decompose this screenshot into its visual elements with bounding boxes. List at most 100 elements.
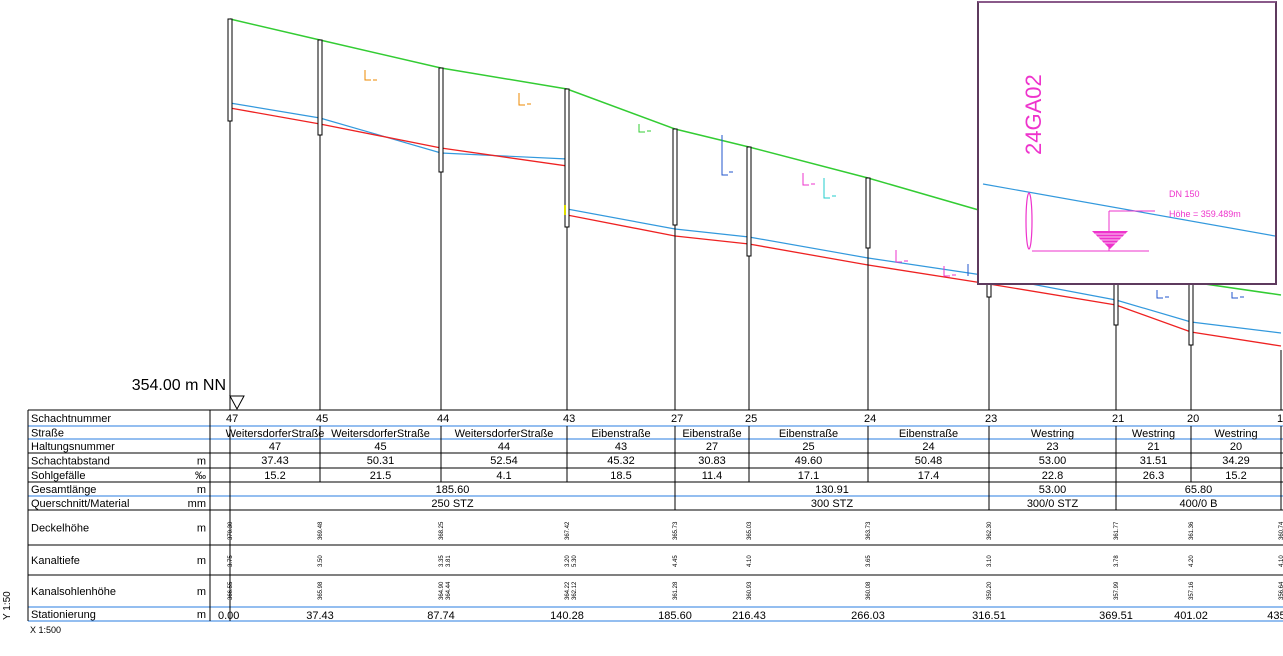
section-street: Westring xyxy=(1214,428,1257,440)
row-unit: m xyxy=(197,609,206,621)
section-gefaelle: 4.1 xyxy=(496,470,511,482)
section-street: WeitersdorferStraße xyxy=(331,428,430,440)
tiefe-value: 3.50 xyxy=(318,555,324,567)
shaft-number: 45 xyxy=(316,413,328,425)
shaft-number: 27 xyxy=(671,413,683,425)
shaft-number: 47 xyxy=(226,413,238,425)
section-haltung: 23 xyxy=(1046,441,1058,453)
deckel-value: 370.30 xyxy=(228,521,234,540)
section-haltung: 27 xyxy=(706,441,718,453)
deckel-value: 365.73 xyxy=(673,521,679,540)
deckel-value: 362.30 xyxy=(987,521,993,540)
deckel-value: 367.42 xyxy=(565,521,571,540)
sohle-value: 364.90 xyxy=(439,581,445,600)
section-abstand: 49.60 xyxy=(795,455,823,467)
section-haltung: 45 xyxy=(374,441,386,453)
invert-line xyxy=(229,107,1282,347)
tiefe-value: 3.35 xyxy=(439,555,445,567)
station-value: 401.02 xyxy=(1174,610,1208,622)
deckel-value: 361.36 xyxy=(1189,521,1195,540)
sohle-value: 365.98 xyxy=(318,581,324,600)
row-unit: ‰ xyxy=(195,470,206,482)
section-gefaelle: 11.4 xyxy=(702,470,723,482)
zoom-pipe-section xyxy=(1025,192,1033,250)
group-profile: 300 STZ xyxy=(811,498,853,510)
row-unit: m xyxy=(197,523,206,535)
deckel-value: 360.74 xyxy=(1279,521,1283,540)
tiefe-value: 5.30 xyxy=(572,555,578,567)
sohle-value: 361.28 xyxy=(673,581,679,600)
section-abstand: 37.43 xyxy=(261,455,289,467)
section-abstand: 34.29 xyxy=(1222,455,1250,467)
section-haltung: 24 xyxy=(922,441,934,453)
deckel-value: 369.48 xyxy=(318,521,324,540)
section-haltung: 43 xyxy=(615,441,627,453)
marker-symbols xyxy=(364,70,1244,299)
shaft-body xyxy=(672,128,678,226)
tiefe-value: 3.20 xyxy=(565,555,571,567)
section-abstand: 50.48 xyxy=(915,455,943,467)
row-label: Haltungsnummer xyxy=(31,441,115,453)
section-street: Eibenstraße xyxy=(779,428,838,440)
group-profile: 250 STZ xyxy=(431,498,473,510)
shaft-body xyxy=(317,39,323,136)
section-abstand: 31.51 xyxy=(1140,455,1168,467)
sohle-value: 357.99 xyxy=(1114,581,1120,600)
group-length: 185.60 xyxy=(436,484,470,496)
deckel-value: 365.03 xyxy=(747,521,753,540)
row-label: Stationierung xyxy=(31,609,96,621)
shaft-number: 25 xyxy=(745,413,757,425)
section-street: WeitersdorferStraße xyxy=(226,428,325,440)
row-unit: m xyxy=(197,456,206,468)
station-value: 266.03 xyxy=(851,610,885,622)
sohle-value: 360.93 xyxy=(747,581,753,600)
shaft-body xyxy=(746,146,752,257)
tiefe-value: 3.78 xyxy=(1114,555,1120,567)
group-length: 130.91 xyxy=(815,484,849,496)
group-profile: 400/0 B xyxy=(1180,498,1218,510)
sohle-value: 357.16 xyxy=(1189,581,1195,600)
section-abstand: 53.00 xyxy=(1039,455,1067,467)
row-label: Schachtabstand xyxy=(31,456,110,468)
row-label: Querschnitt/Material xyxy=(31,498,129,510)
section-gefaelle: 26.3 xyxy=(1143,470,1164,482)
section-haltung: 44 xyxy=(498,441,510,453)
station-value: 140.28 xyxy=(550,610,584,622)
section-haltung: 25 xyxy=(802,441,814,453)
station-value: 435.3 xyxy=(1267,610,1283,622)
deckel-value: 363.73 xyxy=(866,521,872,540)
sohle-value: 362.12 xyxy=(572,581,578,600)
shaft-number: 23 xyxy=(985,413,997,425)
tiefe-value: 4.45 xyxy=(673,555,679,567)
deckel-value: 368.25 xyxy=(439,521,445,540)
tiefe-value: 3.65 xyxy=(866,555,872,567)
row-unit: m xyxy=(197,484,206,496)
section-street: Eibenstraße xyxy=(899,428,958,440)
zoom-inset: 24GA02 DN 150 Höhe = 359.489m xyxy=(977,1,1277,285)
tiefe-value: 4.10 xyxy=(747,555,753,567)
water-level-line xyxy=(229,102,1282,334)
tiefe-value: 4.20 xyxy=(1189,555,1195,567)
station-value: 369.51 xyxy=(1099,610,1133,622)
tiefe-value: 3.10 xyxy=(987,555,993,567)
section-gefaelle: 15.2 xyxy=(264,470,285,482)
sohle-value: 364.44 xyxy=(446,581,452,600)
group-length: 65.80 xyxy=(1185,484,1213,496)
section-street: Westring xyxy=(1132,428,1175,440)
tiefe-value: 3.81 xyxy=(446,555,452,567)
shaft-number: 44 xyxy=(437,413,449,425)
section-gefaelle: 18.5 xyxy=(610,470,631,482)
section-abstand: 45.32 xyxy=(607,455,635,467)
section-gefaelle: 21.5 xyxy=(370,470,391,482)
row-label: Kanaltiefe xyxy=(31,555,80,567)
tiefe-value: 4.10 xyxy=(1279,555,1283,567)
zoom-inset-drawing: 24GA02 DN 150 Höhe = 359.489m xyxy=(982,74,1276,252)
zoom-manhole-label: 24GA02 xyxy=(1021,74,1046,155)
section-street: Eibenstraße xyxy=(682,428,741,440)
row-label: Schachtnummer xyxy=(31,413,111,425)
station-value: 316.51 xyxy=(972,610,1006,622)
shaft-number: 20 xyxy=(1187,413,1199,425)
row-unit: mm xyxy=(188,498,206,510)
reference-label: 354.00 m NN xyxy=(132,377,226,394)
section-abstand: 52.54 xyxy=(490,455,518,467)
